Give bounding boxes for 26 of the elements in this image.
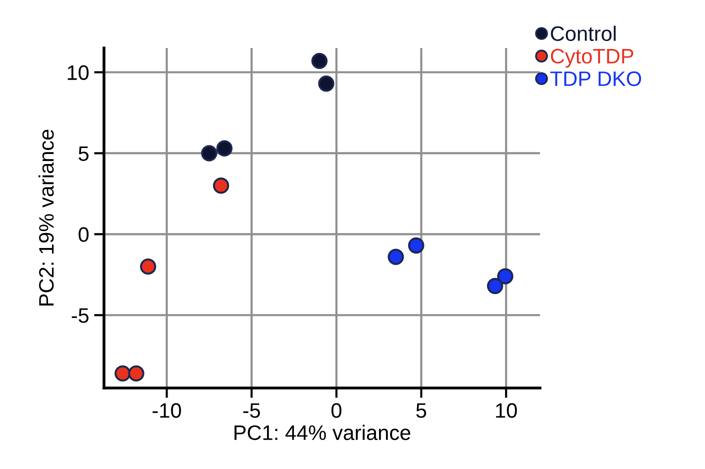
x-tick-label: -5: [243, 403, 260, 418]
point: [388, 248, 404, 265]
x-tick-label: 5: [416, 403, 426, 418]
point: [128, 365, 144, 382]
y-axis-title: PC2: 19% variance: [38, 130, 54, 306]
point: [486, 278, 504, 294]
point: [114, 365, 131, 382]
point: [201, 145, 218, 162]
x-tick-label: 10: [496, 403, 517, 418]
point: [212, 178, 230, 194]
point: [140, 258, 156, 275]
x-tick-label: 0: [331, 403, 342, 418]
x-axis-title: PC1: 44% variance: [234, 424, 410, 440]
point: [311, 52, 328, 70]
point: [408, 237, 424, 254]
y-tick-label: 5: [78, 146, 89, 161]
point: [216, 140, 233, 156]
legend-label: TDP DKO: [550, 71, 642, 86]
point: [318, 76, 334, 92]
y-tick-label: 0: [78, 227, 89, 242]
y-tick-label: 10: [68, 65, 89, 80]
legend-label: CytoTDP: [550, 48, 634, 68]
x-tick-label: -10: [152, 403, 182, 418]
legend-label: Control: [550, 26, 616, 42]
point: [497, 268, 514, 284]
y-tick-label: -5: [72, 308, 89, 323]
